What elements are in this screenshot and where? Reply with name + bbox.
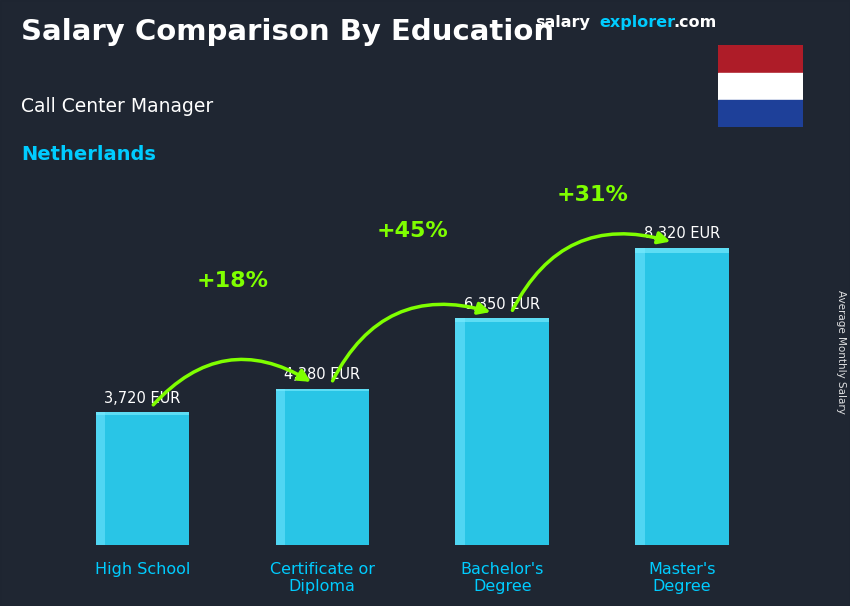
FancyArrowPatch shape [332,304,487,381]
FancyArrowPatch shape [513,233,666,310]
Bar [635,248,728,253]
Bar [96,412,190,545]
Text: +18%: +18% [196,271,269,291]
Bar [718,45,803,73]
Text: +31%: +31% [556,185,628,205]
Text: 8,320 EUR: 8,320 EUR [644,226,720,241]
Text: Average Monthly Salary: Average Monthly Salary [836,290,846,413]
Bar [635,248,728,545]
Bar [275,388,369,391]
Bar [275,388,369,545]
Bar [456,318,549,545]
Bar [96,412,105,545]
Bar [635,248,644,545]
Text: 6,350 EUR: 6,350 EUR [464,297,541,311]
Bar [456,318,549,322]
Text: explorer: explorer [599,15,676,30]
Text: .com: .com [673,15,717,30]
Text: Call Center Manager: Call Center Manager [21,97,213,116]
Text: Netherlands: Netherlands [21,145,156,164]
Bar [456,318,465,545]
FancyArrowPatch shape [153,359,308,405]
Bar [96,412,190,415]
Text: +45%: +45% [377,221,448,241]
Text: salary: salary [536,15,591,30]
Bar [275,388,285,545]
Text: Salary Comparison By Education: Salary Comparison By Education [21,18,554,46]
Bar [718,73,803,100]
Text: 3,720 EUR: 3,720 EUR [105,391,180,406]
Bar [718,100,803,127]
Text: 4,380 EUR: 4,380 EUR [284,367,360,382]
